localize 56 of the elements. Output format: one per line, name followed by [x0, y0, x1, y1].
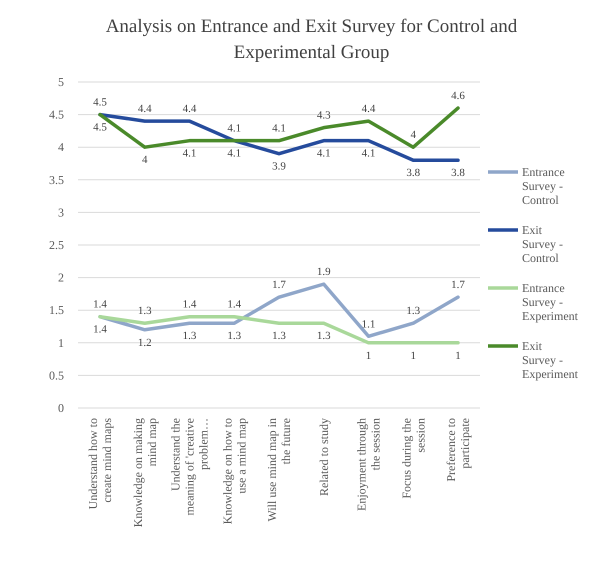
- data-label: 3.8: [406, 167, 421, 180]
- data-label: 1: [455, 350, 461, 362]
- y-tick-label: 0: [58, 401, 64, 415]
- data-label: 1: [366, 350, 372, 362]
- data-label: 1.4: [93, 298, 108, 311]
- y-tick-label: 3.5: [49, 172, 64, 187]
- x-tick-label: Related to study: [316, 418, 331, 496]
- x-tick-label: Understand the meaning of 'creative problem…: [168, 418, 210, 516]
- data-label: 4.1: [182, 148, 196, 160]
- legend-label: Exit Survey - Experiment: [522, 339, 579, 381]
- x-tick-label: Enjoyment through the session: [354, 418, 382, 511]
- data-label: 3.9: [272, 160, 286, 173]
- data-label: 4.1: [227, 122, 242, 135]
- chart-title: Analysis on Entrance and Exit Survey for Control and Experimental Group: [106, 16, 518, 63]
- data-label: 4.1: [227, 148, 242, 160]
- data-label: 1.7: [451, 279, 466, 292]
- data-label: 1.3: [272, 330, 286, 342]
- y-tick-label: 3: [58, 205, 64, 220]
- data-label: 4.4: [182, 103, 197, 116]
- y-tick-label: 1.5: [49, 303, 64, 318]
- y-tick-label: 2.5: [49, 238, 64, 252]
- x-tick-label: Understand how to create mind maps: [86, 418, 114, 510]
- data-label: 4: [410, 129, 416, 142]
- y-tick-label: 5: [58, 75, 64, 89]
- legend-label: Exit Survey - Control: [522, 223, 563, 265]
- data-label: 4.4: [362, 103, 376, 116]
- y-tick-label: 1: [58, 336, 64, 350]
- legend-label: Entrance Survey - Experiment: [522, 281, 579, 323]
- y-tick-label: 4.5: [49, 108, 64, 122]
- data-label: 1.3: [138, 305, 152, 318]
- data-label: 4: [142, 154, 148, 166]
- data-label: 4.1: [316, 148, 331, 160]
- data-label: 4.1: [362, 148, 376, 160]
- data-label: 3.8: [451, 167, 466, 180]
- data-label: 1.3: [316, 330, 332, 342]
- data-label: 4.6: [451, 90, 466, 102]
- data-label: 4.5: [93, 122, 108, 134]
- data-label: 1: [410, 350, 416, 362]
- y-tick-label: 0.5: [49, 368, 64, 382]
- legend-label: Entrance Survey - Control: [522, 165, 565, 207]
- data-label: 1.2: [138, 336, 152, 349]
- y-tick-label: 2: [58, 270, 64, 285]
- data-label: 1.4: [182, 298, 197, 311]
- data-label: 4.1: [272, 122, 286, 135]
- y-tick-label: 4: [58, 140, 64, 154]
- data-label: 1.3: [227, 330, 242, 342]
- data-label: 4.4: [138, 103, 152, 116]
- data-label: 1.7: [272, 279, 286, 292]
- data-label: 1.4: [93, 324, 108, 336]
- data-label: 4.3: [316, 110, 332, 122]
- data-label: 1.3: [406, 305, 421, 318]
- data-label: 1.9: [316, 266, 332, 278]
- data-label: 1.1: [362, 318, 376, 330]
- data-label: 1.3: [182, 330, 197, 342]
- data-label: 4.5: [93, 96, 108, 109]
- data-label: 1.4: [227, 298, 242, 311]
